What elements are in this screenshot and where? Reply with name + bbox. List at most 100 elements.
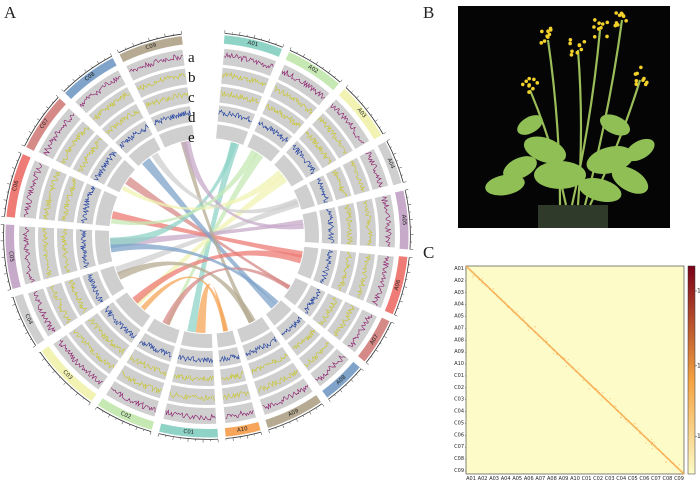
synteny-link: [110, 149, 258, 226]
heatmap-y-label: C04: [454, 409, 464, 415]
chromosome-label-a10: A10: [237, 426, 249, 434]
heatmap-x-label: C08: [663, 476, 673, 482]
chromosome-ticks: [11, 296, 36, 348]
chromosome-block-a08: [322, 361, 360, 398]
track-letters: a b c d e: [188, 50, 196, 146]
chromosome-ticks: [268, 403, 325, 433]
heatmap-x-label: A04: [501, 476, 511, 482]
chromosome-block-a05: [395, 190, 409, 250]
chromosome-ticks: [61, 53, 112, 92]
heatmap-x-label: A05: [512, 476, 522, 482]
chromosome-block-c09: [119, 36, 183, 63]
heatmap-x-label: C07: [651, 476, 661, 482]
heatmap-x-label: C03: [605, 476, 615, 482]
colorbar-tick-label: 10²: [697, 433, 700, 440]
chromosome-ticks: [1, 151, 21, 217]
heatmap-y-label: C03: [454, 397, 464, 403]
chromosome-label-a04: A04: [386, 157, 396, 170]
heatmap-y-label: C05: [454, 420, 464, 426]
chromosome-block-a07: [358, 317, 390, 362]
chromosome-label-c06: C06: [12, 179, 21, 191]
chromosome-label-a01: A01: [247, 40, 259, 48]
panel-label-c: C: [423, 243, 434, 262]
chromosome-label-c08: C08: [84, 71, 97, 83]
chromosome-block-c08: [65, 57, 117, 99]
synteny-link: [121, 170, 284, 210]
chromosome-label-c05: C05: [7, 251, 14, 263]
heatmap-x-label: A10: [570, 476, 580, 482]
panel-label-a: A: [4, 3, 17, 22]
chromosome-block-a03: [338, 88, 382, 140]
heatmap-y-label: A02: [454, 278, 464, 284]
heatmap-x-label: A03: [489, 476, 499, 482]
synteny-link: [132, 250, 303, 304]
heatmap-x-label: A06: [524, 476, 534, 482]
chromosome-ticks: [289, 47, 343, 83]
chromosome-block-c02: [97, 398, 155, 430]
chromosome-block-c05: [5, 224, 21, 290]
chromosome-label-c07: C07: [39, 117, 50, 130]
chromosome-ticks: [346, 84, 386, 135]
track-letter-e: e: [188, 130, 195, 146]
synteny-links: [110, 140, 304, 333]
heatmap-y-label: A05: [454, 314, 464, 320]
colorbar: [687, 265, 696, 475]
chromosome-ticks: [394, 257, 413, 317]
chromosome-label-a07: A07: [369, 333, 380, 346]
synteny-link: [140, 276, 229, 332]
chromosome-ticks: [328, 368, 364, 402]
chromosome-ticks: [224, 30, 285, 47]
chromosome-label-a03: A03: [356, 107, 368, 120]
heatmap-y-label: A10: [454, 361, 464, 367]
colorbar-tick-label: 10⁴: [697, 287, 700, 294]
chromosome-ticks: [38, 352, 91, 406]
heatmap-x-label: A09: [559, 476, 569, 482]
heatmap-y-label: A04: [454, 302, 464, 308]
chromosome-block-c04: [14, 293, 45, 345]
chromosome-label-a02: A02: [307, 64, 319, 75]
track-letter-d: d: [188, 110, 196, 126]
synteny-link: [110, 142, 238, 249]
chromosome-ticks: [405, 189, 414, 250]
chromosome-label-a05: A05: [400, 214, 407, 226]
heatmap-x-label: C06: [639, 476, 649, 482]
track-letter-c: c: [188, 90, 195, 106]
heatmap-x-label: C09: [674, 476, 684, 482]
plant-photo: [458, 6, 670, 228]
synteny-link: [117, 261, 256, 324]
heatmap-x-label: A01: [466, 476, 476, 482]
synteny-link: [162, 267, 291, 326]
chromosome-label-c04: C04: [23, 313, 33, 326]
track-letter-a: a: [188, 50, 195, 66]
chromosome-block-a10: [224, 422, 261, 437]
heatmap-y-label: A07: [454, 325, 464, 331]
synteny-link: [195, 283, 228, 333]
heatmap-x-label: C01: [582, 476, 592, 482]
chromosome-label-a06: A06: [394, 279, 403, 291]
synteny-link: [142, 158, 276, 309]
chromosome-block-c07: [26, 98, 66, 151]
chromosome-block-a09: [265, 395, 322, 429]
chromosome-label-c09: C09: [145, 42, 158, 51]
heatmap-x-label: C02: [593, 476, 603, 482]
heatmap-x-label: C04: [616, 476, 626, 482]
synteny-link: [110, 243, 279, 305]
heatmap-y-label: C01: [454, 373, 464, 379]
heatmap-y-label: A08: [454, 337, 464, 343]
chromosome-ticks: [117, 30, 182, 53]
chromosome-ticks: [94, 407, 152, 435]
heatmap-y-label: C07: [454, 444, 464, 450]
heatmap-y-label: C09: [454, 468, 464, 474]
heatmap-y-label: C06: [454, 432, 464, 438]
chromosome-block-c03: [41, 346, 97, 402]
chromosome-block-a04: [377, 141, 402, 186]
hic-heatmap: A01A02A03A04A05A07A08A09A10C01C02C03C04C…: [454, 265, 700, 482]
chromosome-label-c01: C01: [183, 429, 194, 436]
chromosome-ticks: [225, 432, 263, 441]
chromosome-ticks: [366, 322, 395, 365]
heatmap-y-label: C08: [454, 456, 464, 462]
heatmap-y-label: C02: [454, 385, 464, 391]
heatmap-y-label: A03: [454, 290, 464, 296]
synteny-link: [187, 141, 240, 333]
